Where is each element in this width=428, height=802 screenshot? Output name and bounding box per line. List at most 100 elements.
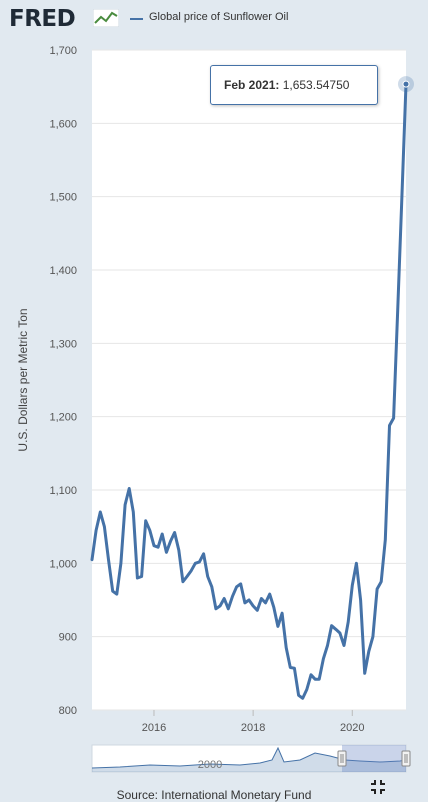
fred-logo[interactable]: FRED bbox=[9, 6, 76, 32]
data-point[interactable] bbox=[160, 532, 164, 536]
data-point[interactable] bbox=[264, 601, 268, 605]
data-point[interactable] bbox=[210, 585, 214, 589]
data-point[interactable] bbox=[131, 510, 135, 514]
data-point[interactable] bbox=[239, 582, 243, 586]
data-point[interactable] bbox=[140, 575, 144, 579]
tooltip-date: Feb 2021: bbox=[224, 78, 280, 92]
data-point[interactable] bbox=[230, 594, 234, 598]
data-point[interactable] bbox=[173, 531, 177, 535]
data-point[interactable] bbox=[226, 607, 230, 611]
data-point[interactable] bbox=[135, 576, 139, 580]
data-point[interactable] bbox=[268, 592, 272, 596]
fullscreen-icon[interactable] bbox=[370, 779, 386, 795]
navigator-handle[interactable] bbox=[337, 750, 347, 767]
data-point[interactable] bbox=[387, 423, 391, 427]
data-point[interactable] bbox=[259, 597, 263, 601]
data-point[interactable] bbox=[177, 548, 181, 552]
data-point[interactable] bbox=[218, 604, 222, 608]
data-point[interactable] bbox=[392, 416, 396, 420]
data-point[interactable] bbox=[354, 561, 358, 565]
data-point[interactable] bbox=[185, 575, 189, 579]
data-point[interactable] bbox=[350, 583, 354, 587]
data-point[interactable] bbox=[251, 604, 255, 608]
data-point[interactable] bbox=[305, 687, 309, 691]
data-point[interactable] bbox=[107, 558, 111, 562]
data-point[interactable] bbox=[396, 308, 400, 312]
data-point[interactable] bbox=[164, 550, 168, 554]
x-tick-label: 2020 bbox=[340, 722, 364, 734]
data-point[interactable] bbox=[371, 635, 375, 639]
data-point[interactable] bbox=[214, 607, 218, 611]
data-point[interactable] bbox=[144, 519, 148, 523]
navigator-track[interactable] bbox=[91, 744, 407, 773]
y-tick-label: 800 bbox=[59, 705, 77, 717]
data-point[interactable] bbox=[169, 539, 173, 543]
data-point[interactable] bbox=[115, 592, 119, 596]
data-point[interactable] bbox=[363, 671, 367, 675]
data-point[interactable] bbox=[119, 561, 123, 565]
navigator-label: 2000 bbox=[198, 759, 222, 771]
y-tick-label: 1,200 bbox=[49, 412, 77, 424]
series-line-sunflower-oil[interactable] bbox=[90, 82, 408, 700]
data-point[interactable] bbox=[330, 624, 334, 628]
fred-logo-graph-icon bbox=[93, 9, 119, 27]
data-point[interactable] bbox=[193, 561, 197, 565]
data-point[interactable] bbox=[255, 608, 259, 612]
data-point[interactable] bbox=[338, 631, 342, 635]
y-tick-label: 1,700 bbox=[49, 45, 77, 57]
highlight-point[interactable] bbox=[402, 80, 410, 88]
data-point[interactable] bbox=[288, 665, 292, 669]
data-point[interactable] bbox=[334, 627, 338, 631]
data-point[interactable] bbox=[152, 544, 156, 548]
data-point[interactable] bbox=[326, 643, 330, 647]
data-point[interactable] bbox=[346, 620, 350, 624]
data-point[interactable] bbox=[359, 598, 363, 602]
data-point[interactable] bbox=[276, 624, 280, 628]
data-point[interactable] bbox=[148, 528, 152, 532]
data-point[interactable] bbox=[383, 538, 387, 542]
data-point[interactable] bbox=[309, 673, 313, 677]
data-point[interactable] bbox=[292, 666, 296, 670]
data-tooltip: Feb 2021: 1,653.54750 bbox=[210, 65, 378, 105]
data-point[interactable] bbox=[94, 528, 98, 532]
plot-area bbox=[92, 50, 406, 710]
data-point[interactable] bbox=[297, 693, 301, 697]
source-note: Source: International Monetary Fund bbox=[116, 788, 312, 802]
y-axis-title: U.S. Dollars per Metric Ton bbox=[16, 308, 30, 451]
data-point[interactable] bbox=[243, 601, 247, 605]
data-point[interactable] bbox=[301, 696, 305, 700]
y-tick-label: 1,000 bbox=[49, 558, 77, 570]
data-point[interactable] bbox=[181, 580, 185, 584]
data-point[interactable] bbox=[189, 569, 193, 573]
data-point[interactable] bbox=[123, 503, 127, 507]
data-point[interactable] bbox=[127, 487, 131, 491]
navigator-selected-range[interactable] bbox=[342, 745, 406, 772]
data-point[interactable] bbox=[280, 611, 284, 615]
data-point[interactable] bbox=[111, 589, 115, 593]
data-point[interactable] bbox=[375, 587, 379, 591]
data-point[interactable] bbox=[90, 558, 94, 562]
data-point[interactable] bbox=[247, 598, 251, 602]
data-point[interactable] bbox=[235, 585, 239, 589]
data-point[interactable] bbox=[98, 510, 102, 514]
data-point[interactable] bbox=[313, 677, 317, 681]
data-point[interactable] bbox=[202, 552, 206, 556]
data-point[interactable] bbox=[272, 605, 276, 609]
data-point[interactable] bbox=[400, 195, 404, 199]
data-point[interactable] bbox=[206, 575, 210, 579]
data-point[interactable] bbox=[367, 649, 371, 653]
navigator-handle[interactable] bbox=[401, 750, 411, 767]
y-tick-label: 1,300 bbox=[49, 338, 77, 350]
data-point[interactable] bbox=[321, 657, 325, 661]
y-tick-label: 1,600 bbox=[49, 118, 77, 130]
navigator-line bbox=[91, 746, 407, 769]
data-point[interactable] bbox=[102, 525, 106, 529]
data-point[interactable] bbox=[197, 560, 201, 564]
data-point[interactable] bbox=[342, 643, 346, 647]
data-point[interactable] bbox=[222, 597, 226, 601]
data-point[interactable] bbox=[156, 545, 160, 549]
data-point[interactable] bbox=[379, 580, 383, 584]
data-point[interactable] bbox=[317, 677, 321, 681]
data-point[interactable] bbox=[284, 646, 288, 650]
